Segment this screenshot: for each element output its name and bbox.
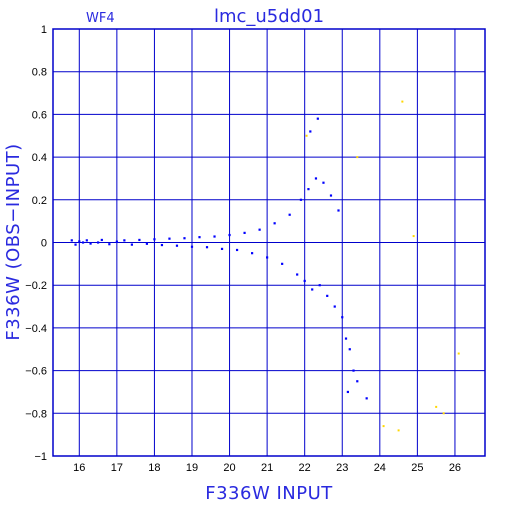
x-tick-label: 25 xyxy=(411,462,423,474)
y-tick-label: 0.4 xyxy=(32,152,47,164)
x-tick-label: 16 xyxy=(73,462,85,474)
data-point xyxy=(213,235,216,238)
x-axis-label: F336W INPUT xyxy=(205,483,333,504)
data-point xyxy=(220,247,224,251)
data-point xyxy=(309,130,312,133)
data-point xyxy=(160,243,164,247)
data-point xyxy=(266,256,269,259)
x-tick-label: 26 xyxy=(449,462,461,474)
data-point xyxy=(138,238,141,242)
tick-labels: 16 17 18 19 20 21 22 23 24 25 26 1 0.8 0.6 0.4 0.2 0 −0.2… xyxy=(25,24,461,474)
data-point xyxy=(228,233,231,237)
data-point xyxy=(341,316,344,319)
data-point xyxy=(198,236,201,239)
data-point xyxy=(81,241,85,244)
x-tick-label: 22 xyxy=(299,462,311,474)
data-point xyxy=(108,243,111,246)
data-point xyxy=(96,241,100,244)
outlier-point xyxy=(435,405,438,408)
y-tick-label: −0.2 xyxy=(25,280,47,292)
outlier-point xyxy=(457,352,460,355)
y-tick-label: 0.8 xyxy=(32,67,47,79)
data-point xyxy=(100,238,103,242)
data-point xyxy=(123,239,126,242)
data-point xyxy=(299,198,303,201)
data-point xyxy=(153,238,156,241)
data-point xyxy=(329,194,333,197)
data-point xyxy=(85,239,88,242)
x-tick-label: 23 xyxy=(336,462,348,474)
outlier-point xyxy=(305,134,308,137)
plot-frame xyxy=(52,28,486,457)
data-point xyxy=(337,209,340,212)
data-point xyxy=(322,181,325,184)
data-point xyxy=(243,231,246,234)
data-points xyxy=(70,100,460,432)
data-point xyxy=(303,279,306,283)
outlier-point xyxy=(401,100,404,103)
data-point xyxy=(235,248,239,252)
data-point xyxy=(258,228,261,231)
data-point xyxy=(314,177,318,180)
data-point xyxy=(74,243,77,246)
data-point xyxy=(365,397,368,400)
data-point xyxy=(346,390,349,394)
data-point xyxy=(281,262,284,265)
panel-label: WF4 xyxy=(86,11,115,26)
y-axis-label: F336W (OBS−INPUT) xyxy=(3,143,24,340)
data-point xyxy=(318,284,321,287)
outlier-point xyxy=(382,425,385,428)
x-tick-label: 20 xyxy=(223,462,235,474)
y-tick-label: 0 xyxy=(41,238,47,250)
data-point xyxy=(145,242,149,245)
data-point xyxy=(352,369,355,372)
outlier-point xyxy=(397,429,400,432)
y-tick-label: 1 xyxy=(41,24,47,36)
data-point xyxy=(251,252,254,255)
data-point xyxy=(190,245,194,248)
data-point xyxy=(333,305,336,308)
y-tick-label: −1 xyxy=(34,451,47,463)
data-point xyxy=(344,337,348,340)
data-point xyxy=(311,288,314,291)
x-tick-label: 19 xyxy=(186,462,198,474)
data-point xyxy=(307,188,310,191)
y-tick-label: −0.8 xyxy=(25,408,47,420)
data-point xyxy=(205,246,209,249)
data-point xyxy=(326,294,329,297)
x-tick-label: 17 xyxy=(111,462,123,474)
data-point xyxy=(130,243,133,246)
data-point xyxy=(175,244,179,247)
chart-title: lmc_u5dd01 xyxy=(214,6,324,27)
outlier-point xyxy=(442,412,445,415)
data-point xyxy=(288,213,291,216)
data-point xyxy=(89,242,92,245)
x-tick-label: 21 xyxy=(261,462,273,474)
y-tick-label: 0.6 xyxy=(32,109,47,121)
data-point xyxy=(168,237,171,240)
data-point xyxy=(70,239,73,242)
data-point xyxy=(183,237,186,240)
y-tick-label: −0.6 xyxy=(25,366,47,378)
data-point xyxy=(115,240,118,243)
y-tick-label: 0.2 xyxy=(32,195,47,207)
x-tick-label: 24 xyxy=(374,462,386,474)
data-point xyxy=(273,222,276,225)
data-point xyxy=(78,240,81,243)
data-point xyxy=(296,273,299,276)
x-tick-label: 18 xyxy=(148,462,160,474)
outlier-point xyxy=(412,235,415,238)
y-tick-label: −0.4 xyxy=(25,323,47,335)
outlier-point xyxy=(356,156,359,159)
data-point xyxy=(348,348,351,351)
data-point xyxy=(316,117,319,120)
data-point xyxy=(356,380,359,383)
